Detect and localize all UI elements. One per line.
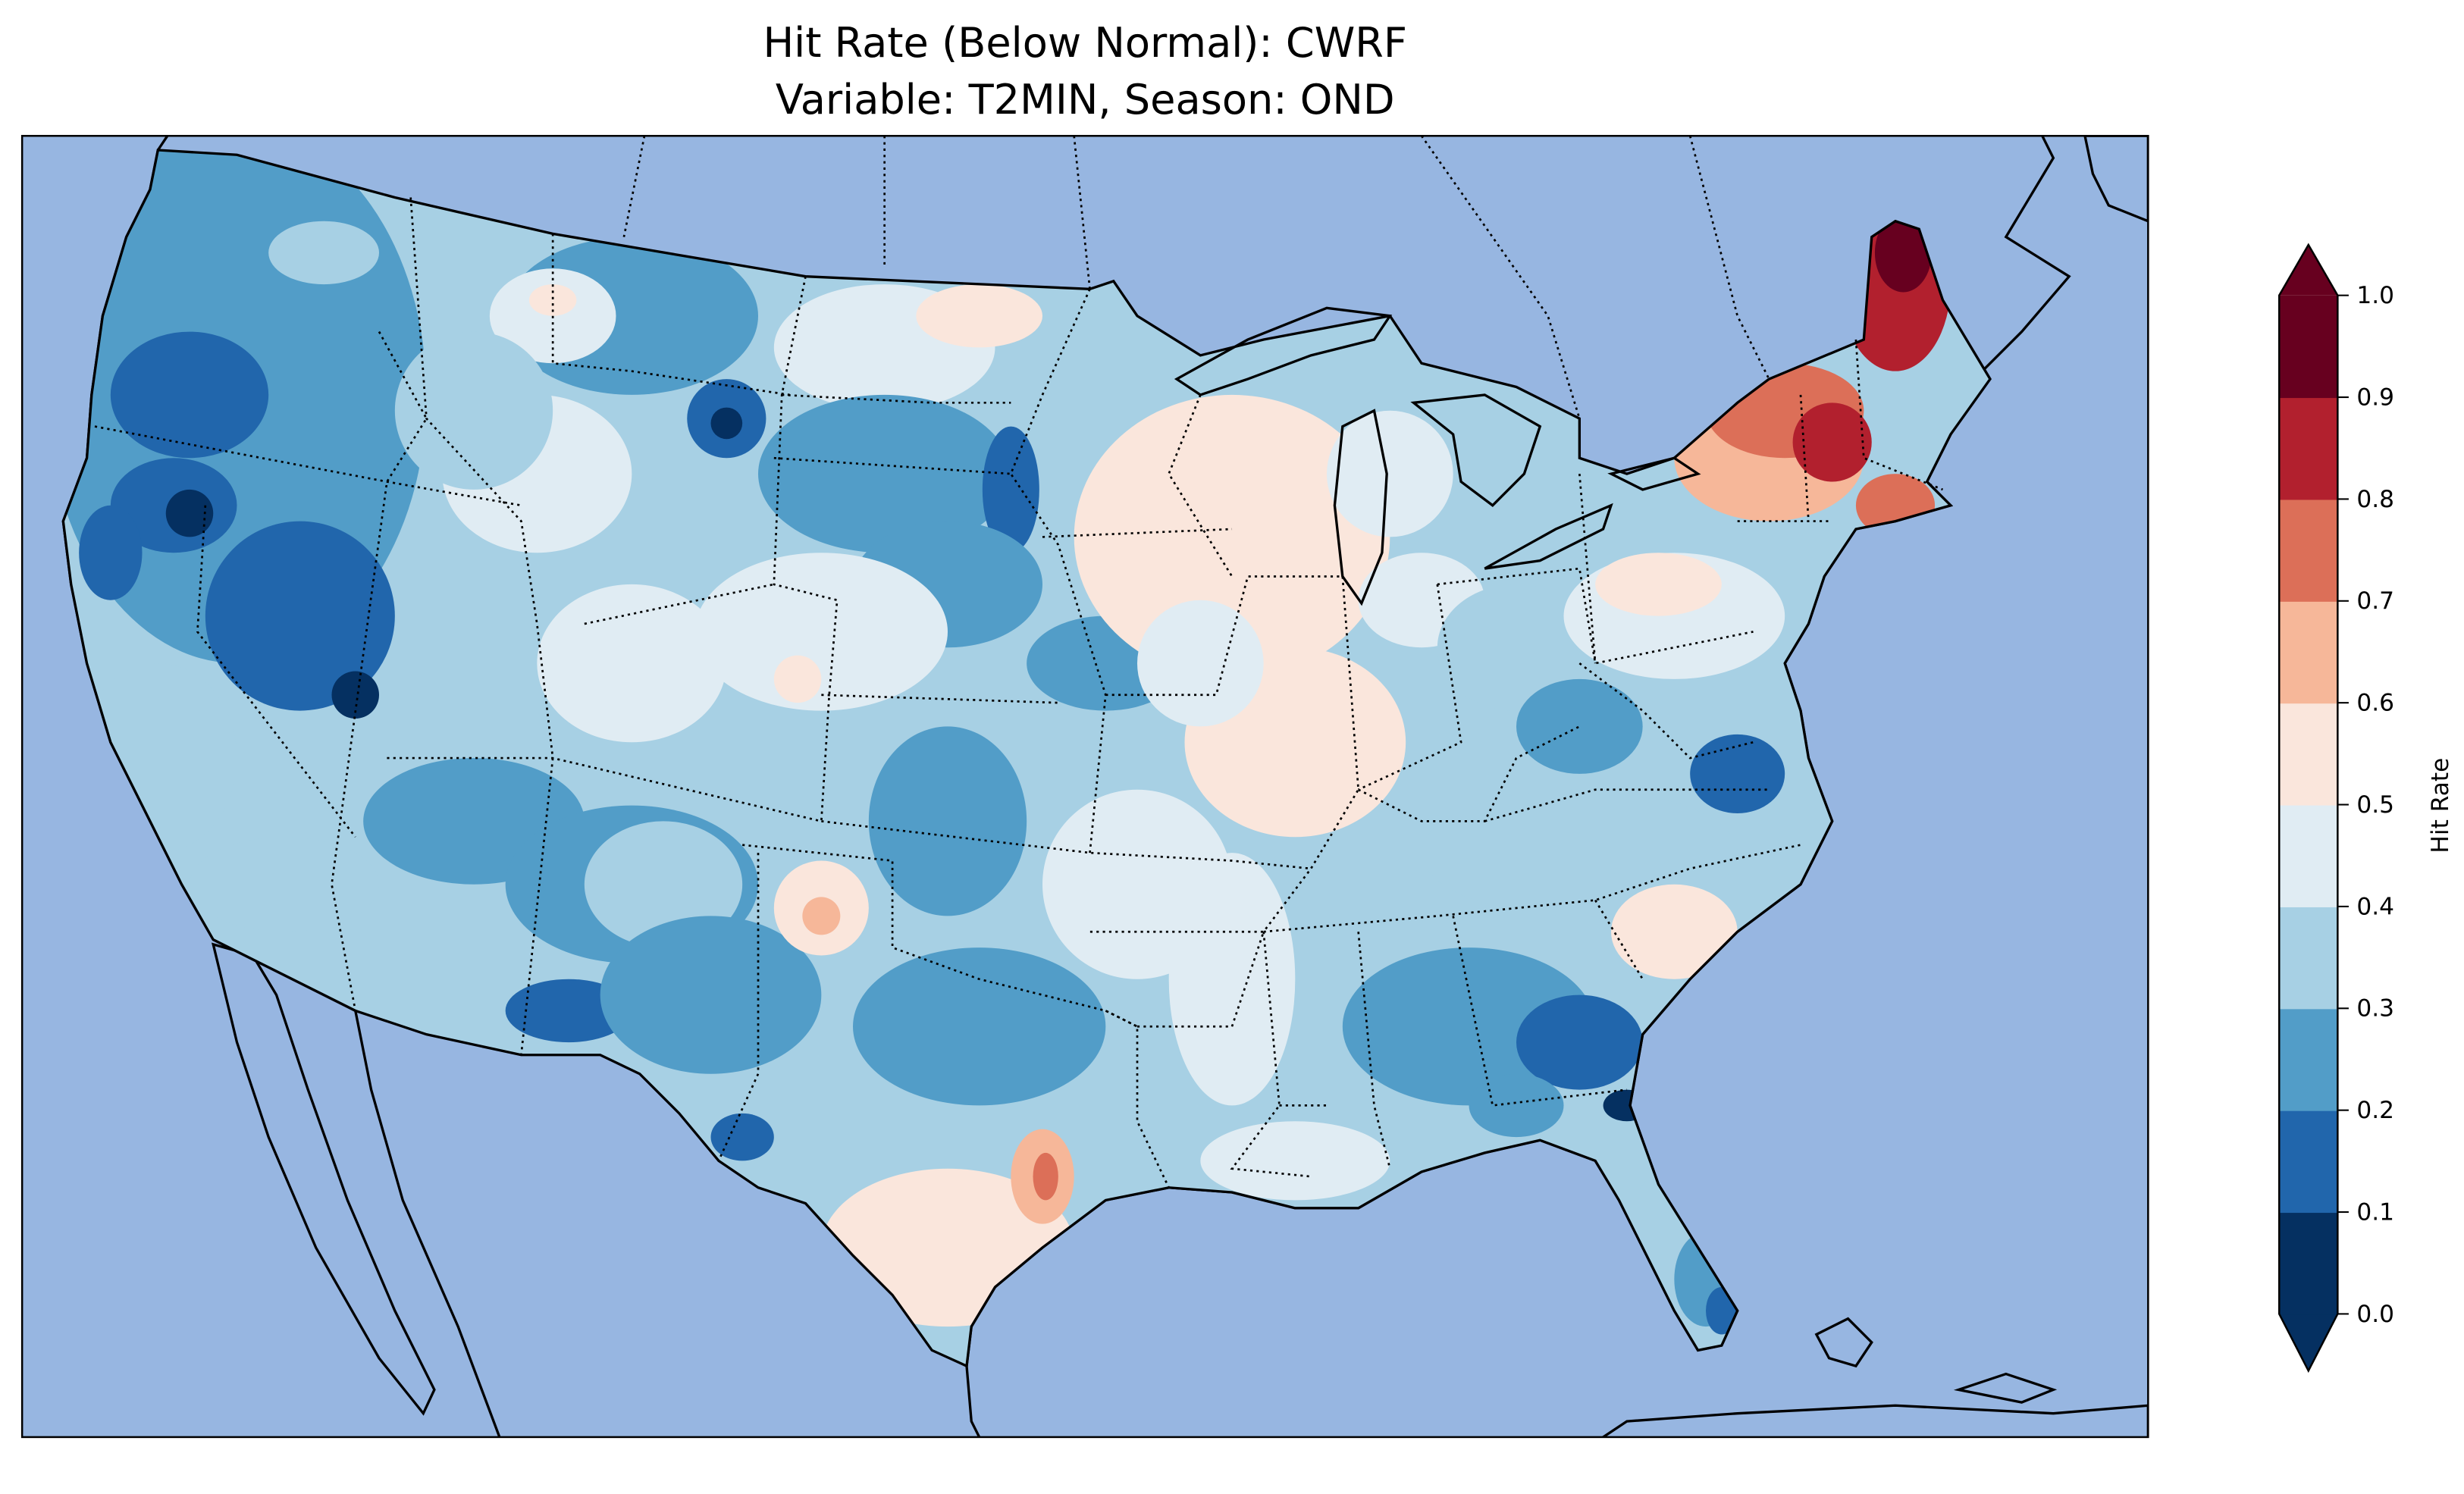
colorbar-tick-label: 0.9 <box>2356 384 2394 411</box>
colorbar-tick-label: 0.3 <box>2356 995 2394 1023</box>
colorbar-level <box>2279 1212 2338 1315</box>
colorbar-level <box>2279 1008 2338 1111</box>
field-region <box>802 897 841 935</box>
field-region <box>758 394 1011 553</box>
field-region <box>1611 884 1738 979</box>
state-borders <box>94 136 1944 1189</box>
field-region <box>1516 994 1643 1090</box>
colorbar-level <box>2279 397 2338 500</box>
field-region <box>110 331 269 459</box>
field-region <box>528 284 577 316</box>
colorbar-tick-label: 0.0 <box>2356 1301 2394 1328</box>
colorbar-tick-label: 0.6 <box>2356 690 2394 717</box>
colorbar-tick-label: 0.7 <box>2356 587 2394 615</box>
field-region <box>331 671 379 719</box>
field-region <box>1874 213 1932 293</box>
colorbar-tick-label: 0.2 <box>2356 1097 2394 1124</box>
field-region <box>1422 789 1738 916</box>
colorbar-extend-max <box>2279 245 2338 296</box>
colorbar-level <box>2279 295 2338 399</box>
colorbar-label: Hit Rate <box>2427 758 2454 853</box>
colorbar-level <box>2279 906 2338 1010</box>
field-region <box>710 407 743 440</box>
field-region <box>916 284 1042 348</box>
map-frame <box>20 135 2149 1439</box>
field-region <box>600 916 822 1074</box>
land-newfoundland <box>2083 136 2149 223</box>
chart-title-line1: Hit Rate (Below Normal): CWRF <box>763 19 1407 67</box>
lake-ontario <box>1607 456 1701 491</box>
colorbar-tick-label: 0.4 <box>2356 893 2394 920</box>
field-region <box>868 726 1027 916</box>
land-cuba <box>1814 1317 2058 1404</box>
field-region <box>773 655 822 703</box>
field-region <box>1168 853 1296 1106</box>
field-region <box>537 584 727 743</box>
field-region <box>694 553 948 711</box>
field-region <box>1327 410 1453 537</box>
field-region <box>982 426 1039 553</box>
map-area <box>22 136 2149 1437</box>
colorbar-level <box>2279 804 2338 907</box>
field-region <box>584 821 743 948</box>
field-region <box>853 947 1106 1106</box>
field-region <box>1437 584 1596 711</box>
field-region <box>205 521 395 711</box>
colorbar: 0.0 0.1 0.2 0.3 0.4 0.5 0.6 0.7 0.8 0.9 1.0 <box>2278 243 2394 1373</box>
colorbar-tick-label: 0.1 <box>2356 1198 2394 1226</box>
field-region <box>1074 394 1390 679</box>
lake-erie <box>1484 503 1613 570</box>
colorbar-level <box>2279 600 2338 704</box>
colorbar-tick-label: 0.5 <box>2356 791 2394 819</box>
field-region <box>394 331 553 490</box>
field-region <box>1137 600 1264 727</box>
field-region <box>1469 1073 1564 1138</box>
field-region <box>165 489 214 537</box>
field-region <box>505 979 632 1043</box>
colorbar-tick-label: 1.0 <box>2356 282 2394 309</box>
colorbar-level <box>2279 1110 2338 1214</box>
lake-michigan <box>1333 409 1388 606</box>
field-region <box>1595 553 1722 616</box>
field-region <box>1033 1152 1058 1201</box>
land-baja-california <box>211 942 436 1416</box>
field-region <box>1792 402 1872 482</box>
lake-huron <box>1410 393 1542 507</box>
great-lakes <box>1174 306 1701 606</box>
field-region <box>268 221 379 285</box>
chart-title-line2: Variable: T2MIN, Season: OND <box>776 76 1395 124</box>
colorbar-extend-min <box>2279 1314 2338 1371</box>
field-region <box>190 837 379 932</box>
field-region <box>710 1113 774 1161</box>
field-region <box>79 505 143 600</box>
lake-superior <box>1174 306 1393 396</box>
field-region <box>1516 678 1643 774</box>
colorbar-level <box>2279 499 2338 602</box>
field-region <box>1200 1121 1390 1201</box>
field-region <box>1690 734 1785 813</box>
colorbar-tick-label: 0.8 <box>2356 486 2394 513</box>
colorbar-level <box>2279 703 2338 806</box>
land-yucatan <box>1600 1404 2149 1437</box>
